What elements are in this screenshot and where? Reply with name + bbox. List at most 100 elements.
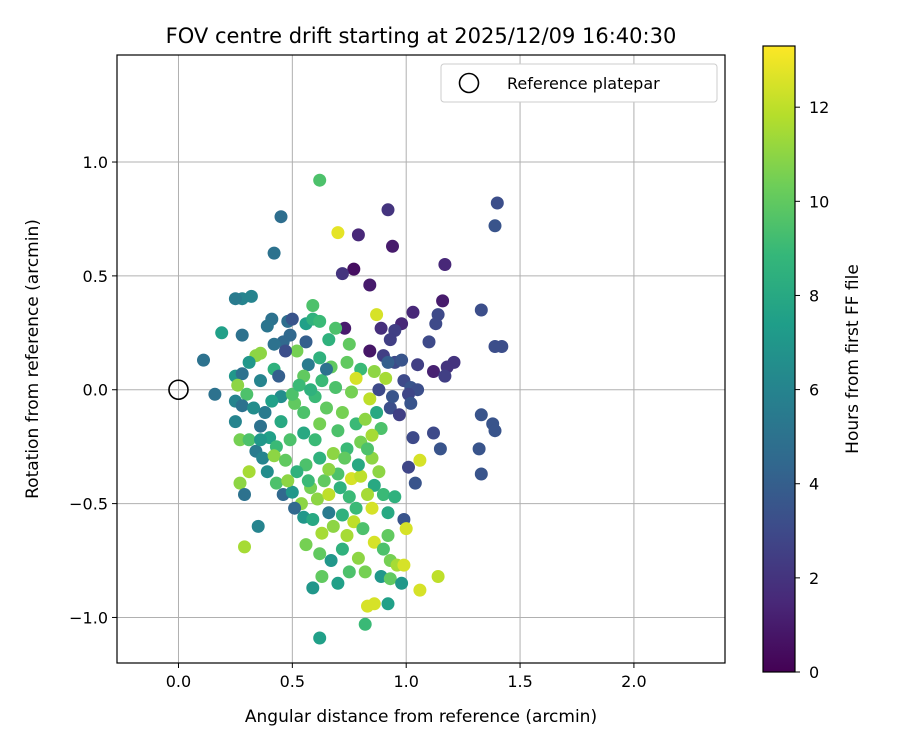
grid-lines <box>117 55 725 663</box>
y-tick-label: 1.0 <box>83 153 108 172</box>
data-point <box>322 506 336 520</box>
data-point <box>281 474 295 488</box>
data-point <box>358 565 372 579</box>
data-point <box>290 465 304 479</box>
colorbar-tick-label: 0 <box>809 663 819 682</box>
colorbar-tick-label: 2 <box>809 569 819 588</box>
data-point <box>340 355 354 369</box>
data-point <box>301 474 315 488</box>
data-point <box>315 570 329 583</box>
data-point <box>381 529 395 542</box>
data-point <box>474 408 488 422</box>
chart-title: FOV centre drift starting at 2025/12/09 … <box>166 24 677 48</box>
y-tick-label: −0.5 <box>69 495 108 514</box>
data-point <box>433 442 447 456</box>
data-point <box>370 406 384 419</box>
data-point <box>290 344 304 358</box>
reference-marker-group <box>168 379 189 401</box>
data-point <box>361 442 374 456</box>
data-point <box>370 308 384 322</box>
data-point <box>331 424 345 438</box>
data-point <box>283 433 297 447</box>
data-point <box>345 385 358 399</box>
data-point <box>299 458 313 472</box>
data-point <box>358 412 372 426</box>
data-point <box>285 387 299 401</box>
data-point <box>422 335 436 349</box>
data-point <box>274 415 288 429</box>
data-point <box>474 467 488 481</box>
data-point <box>326 447 340 460</box>
data-point <box>413 583 427 597</box>
data-point <box>333 481 347 495</box>
data-point <box>313 451 327 465</box>
data-point <box>315 374 329 388</box>
data-point <box>372 383 386 397</box>
data-point <box>254 419 267 433</box>
data-point <box>285 312 299 326</box>
data-point <box>254 374 267 388</box>
data-point <box>349 371 363 385</box>
data-point <box>238 540 251 554</box>
y-axis-label: Rotation from reference (arcmin) <box>23 219 43 499</box>
data-point <box>235 399 249 413</box>
data-point <box>402 460 415 474</box>
data-point <box>242 355 256 369</box>
colorbar-tick-label: 6 <box>809 381 819 400</box>
data-point <box>260 319 274 333</box>
data-point <box>231 378 245 392</box>
legend-marker-icon <box>458 72 480 94</box>
data-point <box>335 542 349 556</box>
data-point <box>256 451 270 465</box>
data-point <box>297 426 311 440</box>
data-point <box>351 458 365 472</box>
data-point <box>335 406 349 419</box>
data-point <box>322 488 336 501</box>
data-point <box>474 303 488 317</box>
data-point <box>408 476 422 490</box>
data-point <box>269 476 283 490</box>
scatter-points <box>197 173 509 645</box>
data-point <box>267 246 281 260</box>
colorbar-gradient <box>762 45 796 673</box>
data-point <box>367 535 381 549</box>
data-point <box>301 358 315 372</box>
data-point <box>413 453 427 467</box>
data-point <box>247 401 261 415</box>
data-point <box>431 570 445 583</box>
x-tick-label: 0.0 <box>166 672 191 691</box>
data-point <box>376 542 390 556</box>
data-point <box>279 344 292 358</box>
data-point <box>342 565 356 579</box>
colorbar-ticks: 0 2 4 6 8 10 12 <box>795 98 829 682</box>
data-point <box>392 408 406 422</box>
data-point <box>313 173 327 187</box>
y-tick-label: 0.5 <box>83 267 108 286</box>
data-point <box>367 365 381 378</box>
reference-platepar-marker <box>168 379 189 401</box>
data-point <box>338 321 352 335</box>
y-tick-label: 0.0 <box>83 381 108 400</box>
x-tick-label: 1.5 <box>507 672 532 691</box>
data-point <box>272 369 286 383</box>
data-point <box>331 226 345 240</box>
data-point <box>258 406 272 419</box>
data-point <box>297 406 311 419</box>
data-point <box>244 289 258 303</box>
colorbar-tick-label: 8 <box>809 286 819 305</box>
data-point <box>347 262 361 276</box>
data-point <box>251 519 265 533</box>
data-point <box>388 490 402 504</box>
data-point <box>329 321 343 335</box>
data-point <box>379 371 393 385</box>
data-point <box>240 387 254 401</box>
data-point <box>381 203 395 217</box>
data-point <box>235 367 249 381</box>
data-point <box>404 396 418 410</box>
data-point <box>427 365 440 378</box>
data-point <box>395 353 409 367</box>
data-point <box>363 392 377 406</box>
y-axis-ticks: −1.0 −0.5 0.0 0.5 1.0 <box>69 153 117 627</box>
data-point <box>406 305 420 319</box>
colorbar-tick-label: 10 <box>809 192 829 211</box>
